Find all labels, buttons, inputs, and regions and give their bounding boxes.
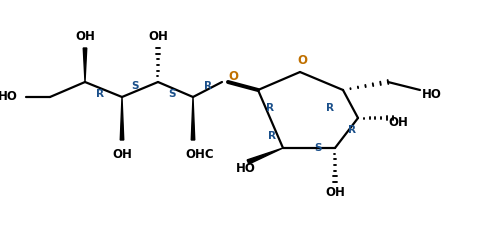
Text: R: R bbox=[326, 103, 334, 113]
Polygon shape bbox=[247, 148, 283, 164]
Text: OH: OH bbox=[112, 148, 132, 161]
Text: OH: OH bbox=[325, 187, 345, 200]
Polygon shape bbox=[191, 97, 195, 140]
Polygon shape bbox=[83, 48, 87, 82]
Text: OH: OH bbox=[388, 116, 408, 128]
Text: S: S bbox=[168, 89, 176, 99]
Text: R: R bbox=[96, 89, 104, 99]
Text: OHC: OHC bbox=[186, 148, 214, 161]
Text: S: S bbox=[131, 81, 139, 91]
Text: R: R bbox=[266, 103, 274, 113]
Text: R: R bbox=[268, 131, 276, 141]
Text: S: S bbox=[314, 143, 322, 153]
Text: OH: OH bbox=[75, 30, 95, 42]
Text: HO: HO bbox=[236, 161, 256, 175]
Text: R: R bbox=[204, 81, 212, 91]
Text: O: O bbox=[297, 54, 307, 67]
Text: OH: OH bbox=[148, 30, 168, 42]
Text: HO: HO bbox=[0, 91, 18, 104]
Text: R: R bbox=[348, 125, 356, 135]
Text: O: O bbox=[228, 69, 238, 82]
Text: HO: HO bbox=[422, 89, 442, 101]
Polygon shape bbox=[120, 97, 124, 140]
